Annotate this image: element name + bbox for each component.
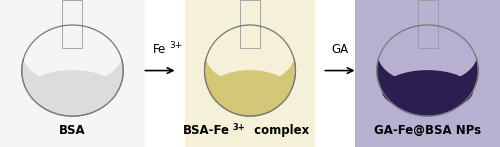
Ellipse shape [27, 70, 118, 111]
Ellipse shape [23, 25, 122, 84]
FancyBboxPatch shape [355, 0, 500, 147]
Ellipse shape [22, 25, 123, 116]
FancyBboxPatch shape [185, 0, 315, 147]
FancyBboxPatch shape [62, 0, 82, 48]
Ellipse shape [382, 70, 473, 111]
Ellipse shape [206, 25, 294, 84]
Text: 3+: 3+ [232, 123, 245, 132]
FancyBboxPatch shape [240, 0, 260, 48]
FancyBboxPatch shape [0, 0, 145, 147]
Ellipse shape [377, 25, 478, 116]
Text: BSA-Fe: BSA-Fe [183, 124, 230, 137]
Ellipse shape [209, 70, 291, 111]
FancyBboxPatch shape [418, 0, 438, 48]
Text: GA: GA [332, 43, 348, 56]
Text: Fe: Fe [154, 43, 166, 56]
Text: complex: complex [250, 124, 310, 137]
Text: GA-Fe@BSA NPs: GA-Fe@BSA NPs [374, 124, 481, 137]
Ellipse shape [378, 25, 477, 84]
Text: 3+: 3+ [169, 41, 182, 50]
Ellipse shape [204, 25, 296, 116]
Text: BSA: BSA [59, 124, 86, 137]
